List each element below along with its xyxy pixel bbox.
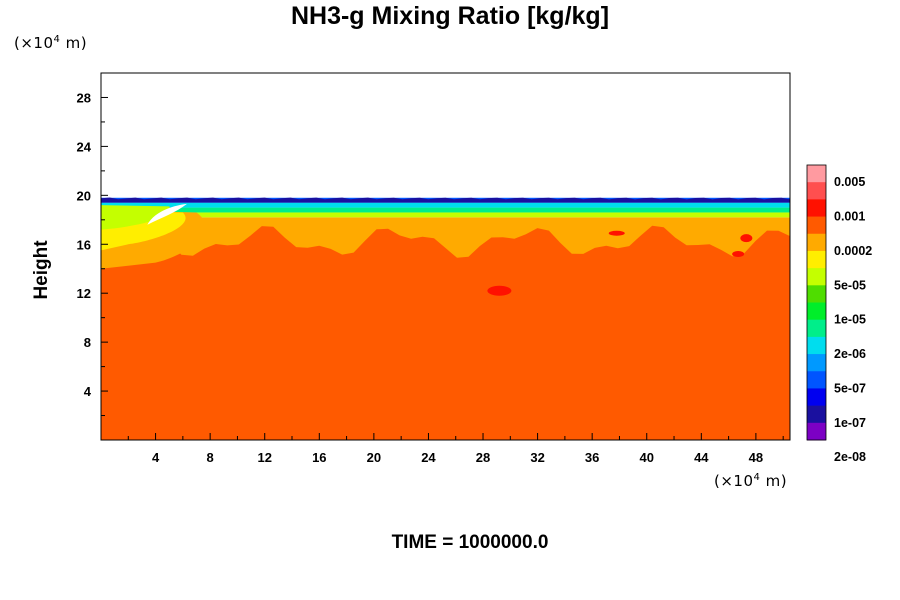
field-band [101,222,790,440]
x-tick-label: 48 [749,450,763,465]
y-tick-label: 4 [84,384,92,399]
x-tick-label: 28 [476,450,490,465]
field-contour [487,285,512,296]
field-contour [732,251,745,258]
x-tick-label: 44 [694,450,709,465]
colorbar-swatch [807,268,826,286]
time-label: TIME = 1000000.0 [391,532,549,553]
field-band [101,217,790,223]
colorbar-swatch [807,388,826,407]
x-tick-label: 20 [367,450,381,465]
y-tick-label: 8 [84,335,91,350]
colorbar-label: 0.001 [834,210,865,224]
x-tick-label: 8 [207,450,214,465]
field-contour [101,205,171,230]
colorbar-swatch [807,182,826,200]
field-contour [147,203,187,225]
colorbar-swatch [807,216,826,235]
y-tick-label: 28 [77,90,91,105]
colorbar-swatch [807,250,826,269]
colorbar-label: 5e-07 [834,381,866,395]
y-axis: 4 8 12 16 20 24 28 [77,72,108,417]
colorbar-frame [806,164,827,441]
x-tick-label: 36 [585,450,599,465]
plot-frame [100,72,791,441]
colorbar-swatch [807,285,826,303]
colorbar-swatch [807,319,826,338]
colorbar-swatch [807,371,826,389]
colorbar-label: 2e-06 [834,347,866,361]
colorbar-swatch [807,422,826,441]
colorbar-label: 1e-05 [834,313,866,327]
x-axis-unit: (×104 m) [714,472,788,490]
colorbar-swatch [807,233,826,252]
colorbar-swatch [807,199,826,218]
x-tick-label: 24 [421,450,436,465]
field-band [101,202,790,208]
colorbar-swatch [807,165,826,183]
field-contour [101,197,790,203]
x-tick-label: 40 [640,450,654,465]
colorbar-label: 2e-08 [834,450,866,464]
x-tick-label: 16 [312,450,326,465]
colorbar-legend: 0.005 0.001 0.0002 5e-05 1e-05 2e-06 5e-07 1e-0… [806,164,872,464]
colorbar-label: 0.0002 [834,244,872,258]
y-tick-label: 24 [77,139,92,154]
colorbar-label: 5e-05 [834,278,866,292]
colorbar-swatch [807,354,826,372]
y-tick-label: 12 [77,286,91,301]
y-axis-unit: (×104 m) [14,34,88,52]
colorbar-swatch [807,336,826,355]
colorbar-swatch [807,405,826,424]
x-axis: 4 8 12 16 20 24 28 32 36 40 44 48 [127,433,784,465]
field-contour [101,221,790,258]
x-tick-label: 12 [257,450,271,465]
y-tick-label: 16 [77,237,91,252]
y-tick-label: 20 [77,188,91,203]
field-band [101,207,790,213]
field-band [101,212,790,218]
colorbar-label: 1e-07 [834,416,866,430]
field-contour [740,234,753,243]
x-tick-label: 4 [152,450,160,465]
x-tick-label: 32 [530,450,544,465]
field-contour [608,230,625,236]
colorbar-label: 0.005 [834,175,865,189]
plot-area [100,72,791,441]
colorbar-swatch [807,302,826,321]
chart-title: NH3-g Mixing Ratio [kg/kg] [290,2,610,30]
